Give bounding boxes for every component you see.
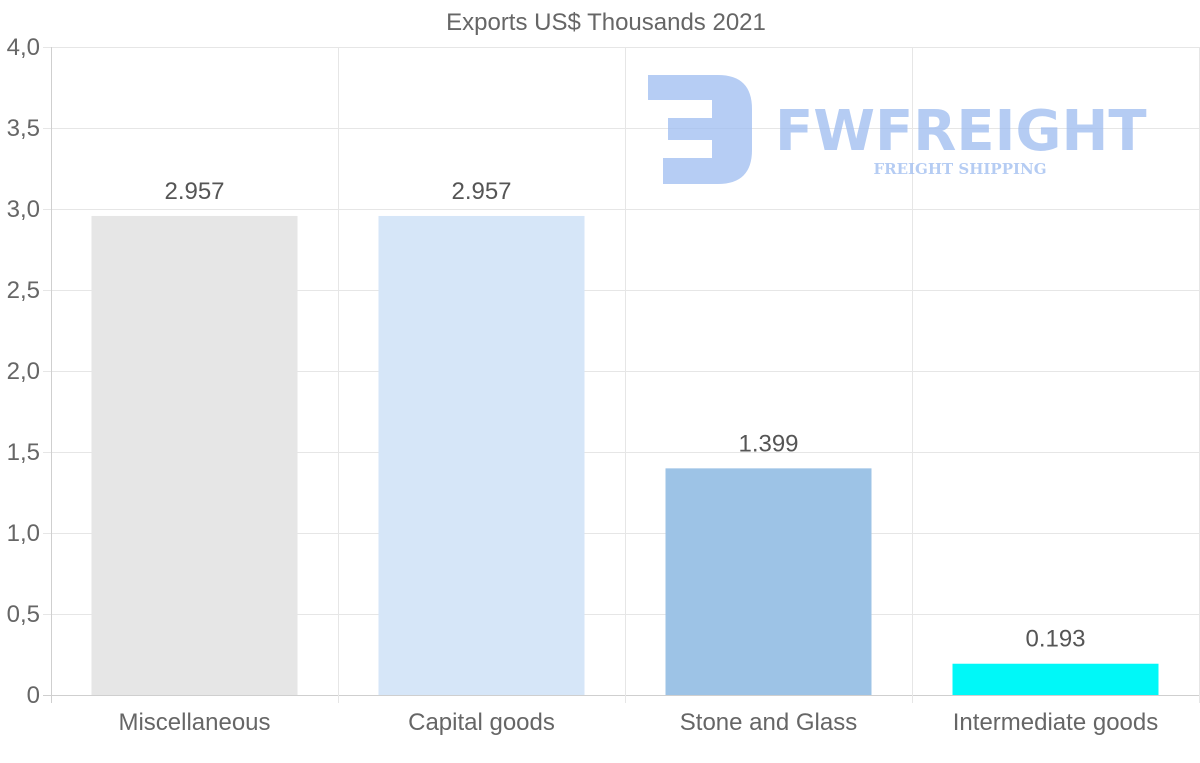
- chart-title: Exports US$ Thousands 2021: [446, 9, 766, 36]
- x-tick-label: Capital goods: [408, 709, 555, 736]
- data-label: 2.957: [164, 178, 224, 205]
- value-labels: 2.957 2.957 1.399 0.193: [164, 178, 1085, 653]
- y-tick-label: 2,5: [7, 277, 40, 304]
- bar[interactable]: [952, 663, 1159, 695]
- x-tick-label: Miscellaneous: [118, 709, 270, 736]
- y-axis-ticks: 0 0,5 1,0 1,5 2,0 2,5 3,0 3,5 4,0: [7, 34, 40, 709]
- y-tick-label: 0: [27, 682, 40, 709]
- bar[interactable]: [91, 215, 298, 695]
- bar[interactable]: [378, 215, 585, 695]
- x-tick-label: Stone and Glass: [680, 709, 857, 736]
- y-tick-label: 2,0: [7, 358, 40, 385]
- y-tick-label: 1,0: [7, 520, 40, 547]
- y-tick-label: 4,0: [7, 34, 40, 61]
- y-tick-label: 3,5: [7, 115, 40, 142]
- y-tick-label: 0,5: [7, 601, 40, 628]
- data-label: 0.193: [1025, 626, 1085, 653]
- watermark-tagline: FREIGHT SHIPPING: [873, 160, 1046, 178]
- watermark-logo: FWFREIGHT FREIGHT SHIPPING: [648, 75, 1147, 184]
- y-tick-label: 1,5: [7, 439, 40, 466]
- bar[interactable]: [665, 468, 872, 695]
- data-label: 2.957: [451, 178, 511, 205]
- bars: [91, 215, 1159, 695]
- x-tick-label: Intermediate goods: [953, 709, 1158, 736]
- watermark-brand: FWFREIGHT: [775, 99, 1147, 164]
- y-tick-label: 3,0: [7, 196, 40, 223]
- fw-logo-icon: [648, 75, 752, 184]
- x-axis-ticks: Miscellaneous Capital goods Stone and Glas…: [118, 709, 1158, 736]
- data-label: 1.399: [738, 430, 798, 457]
